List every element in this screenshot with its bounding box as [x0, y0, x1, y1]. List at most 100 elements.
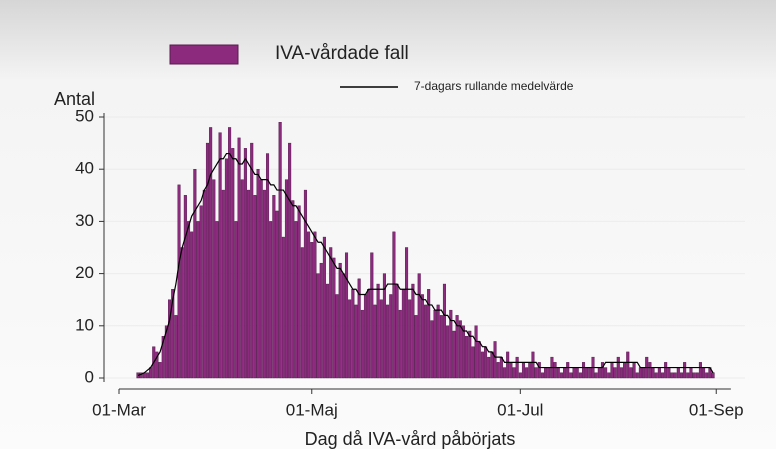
bar: [616, 356, 620, 379]
bar: [228, 127, 232, 379]
bar: [496, 362, 500, 379]
bar: [215, 221, 219, 379]
bar: [458, 320, 462, 379]
bar: [281, 236, 285, 379]
bar: [269, 221, 273, 379]
bar: [291, 200, 295, 379]
bar: [471, 346, 475, 379]
bar: [676, 367, 680, 379]
bar: [493, 341, 497, 379]
bar: [439, 315, 443, 379]
bar: [572, 367, 576, 379]
bar: [253, 195, 257, 379]
bar: [600, 362, 605, 379]
bar: [430, 320, 434, 379]
bar: [392, 231, 396, 379]
bar: [373, 304, 377, 379]
bar: [341, 273, 345, 379]
bar: [168, 299, 172, 379]
bar: [502, 367, 507, 379]
bar: [635, 372, 639, 379]
bar: [705, 372, 709, 379]
bar: [632, 362, 636, 379]
bar: [531, 351, 535, 379]
bar: [638, 367, 642, 379]
bar: [348, 299, 352, 379]
bar: [259, 179, 263, 379]
bar: [382, 273, 386, 379]
bar: [487, 356, 491, 379]
bar: [158, 362, 162, 379]
bar: [449, 309, 453, 379]
x-tick-label: 01-Maj: [286, 400, 338, 419]
bar: [212, 179, 216, 379]
bar: [284, 179, 289, 379]
bar: [307, 231, 311, 379]
bar: [629, 367, 633, 379]
bar: [344, 252, 349, 379]
bar: [623, 362, 627, 379]
bar: [484, 346, 488, 379]
bar: [149, 367, 153, 379]
bar: [297, 205, 301, 379]
bar: [202, 189, 206, 379]
bar: [660, 372, 665, 379]
bar: [250, 142, 254, 379]
bar: [594, 372, 598, 379]
bar: [319, 262, 323, 379]
legend-swatch-bar: [169, 44, 239, 65]
x-tick-label: 01-Jul: [497, 400, 543, 419]
bar: [193, 168, 197, 379]
bar: [329, 247, 333, 379]
bar: [578, 372, 582, 379]
bar: [237, 137, 241, 379]
bar: [310, 242, 314, 379]
bar: [569, 372, 573, 379]
x-tick-label: 01-Sep: [689, 400, 744, 419]
bar: [367, 289, 371, 379]
bar: [332, 257, 336, 379]
bar: [547, 367, 551, 379]
bar: [278, 122, 282, 379]
bar: [247, 189, 251, 379]
bar: [262, 189, 266, 379]
bar: [414, 315, 418, 379]
bar: [427, 289, 431, 379]
bar: [300, 247, 304, 379]
bar: [490, 351, 494, 379]
bar: [455, 315, 459, 379]
bar: [610, 362, 614, 379]
bar: [326, 283, 330, 379]
bar: [442, 283, 447, 379]
bar: [537, 362, 541, 379]
bar: [180, 247, 184, 379]
bar: [670, 372, 674, 379]
bar: [588, 367, 592, 379]
bar: [540, 372, 544, 379]
bar: [145, 372, 149, 379]
bar: [354, 304, 358, 379]
y-tick-label: 50: [75, 106, 94, 125]
bar: [585, 367, 589, 379]
bar: [360, 309, 364, 379]
bar: [420, 294, 424, 379]
bar: [689, 367, 693, 379]
bar: [544, 367, 548, 379]
bar: [313, 231, 317, 379]
bar: [240, 179, 244, 379]
bar: [164, 325, 168, 379]
bar: [408, 299, 412, 379]
bar: [205, 142, 210, 379]
bar: [461, 325, 465, 379]
bar: [234, 221, 238, 379]
bar: [177, 184, 181, 379]
bar: [465, 336, 469, 379]
bar: [389, 294, 393, 379]
bar: [199, 205, 203, 379]
y-tick-label: 30: [75, 211, 94, 230]
bar: [272, 195, 276, 379]
bar: [288, 142, 292, 379]
bar: [452, 330, 456, 379]
bar: [275, 210, 279, 379]
